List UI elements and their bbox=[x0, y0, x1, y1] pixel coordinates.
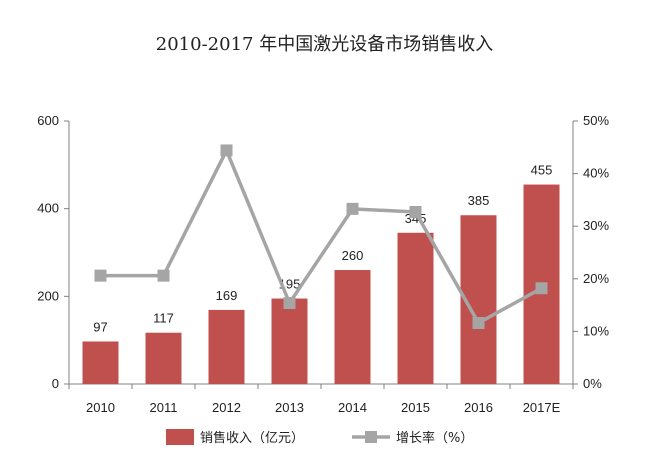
growth-point-2013 bbox=[283, 296, 296, 309]
x-axis-tick-label: 2014 bbox=[338, 400, 367, 415]
bar-label-2011: 117 bbox=[153, 311, 174, 326]
legend-bar-swatch bbox=[166, 429, 194, 445]
growth-point-2015 bbox=[409, 205, 422, 218]
bar-2013 bbox=[271, 298, 308, 384]
bar-2011 bbox=[145, 332, 182, 384]
x-axis-tick-label: 2015 bbox=[401, 400, 430, 415]
right-axis-tick-label: 10% bbox=[583, 323, 609, 338]
axes: 0 200 400 600 0% 10% 20% 30% 40% 50% 2010 2011 2012 2… bbox=[37, 113, 609, 415]
right-axis-tick-label: 30% bbox=[583, 218, 609, 233]
right-axis-tick-label: 0% bbox=[583, 376, 602, 391]
left-axis-tick-label: 600 bbox=[37, 113, 59, 128]
x-axis-tick-label: 2011 bbox=[150, 400, 178, 415]
right-axis-tick-label: 40% bbox=[583, 166, 609, 181]
bar-label-2012: 169 bbox=[216, 288, 238, 303]
bar-label-2017E: 455 bbox=[531, 163, 553, 178]
x-axis-tick-label: 2012 bbox=[212, 400, 241, 415]
left-axis-tick-label: 200 bbox=[37, 288, 59, 303]
bar-2014 bbox=[334, 270, 371, 384]
x-axis-tick-label: 2017E bbox=[523, 400, 561, 415]
right-axis-tick-label: 20% bbox=[583, 271, 609, 286]
line-series bbox=[94, 144, 548, 329]
legend-line-label: 增长率（%） bbox=[396, 430, 473, 446]
bar-series bbox=[82, 184, 560, 384]
growth-point-2014 bbox=[346, 202, 359, 215]
growth-point-2012 bbox=[220, 144, 233, 157]
growth-rate-line bbox=[100, 148, 543, 325]
bar-2010 bbox=[82, 341, 119, 384]
x-axis-tick-label: 2013 bbox=[275, 400, 304, 415]
legend: 销售收入（亿元） 增长率（%） bbox=[166, 429, 473, 446]
growth-point-2010 bbox=[94, 269, 107, 282]
growth-point-2017E bbox=[535, 282, 548, 295]
growth-point-2011 bbox=[157, 269, 170, 282]
x-axis-tick-label: 2016 bbox=[464, 400, 493, 415]
left-axis-tick-label: 400 bbox=[37, 201, 59, 216]
bar-label-2014: 260 bbox=[342, 248, 364, 263]
growth-point-2016 bbox=[472, 316, 485, 329]
right-axis-tick-label: 50% bbox=[583, 113, 609, 128]
chart-title: 2010-2017 年中国激光设备市场销售收入 bbox=[155, 34, 494, 55]
legend-bar-label: 销售收入（亿元） bbox=[200, 430, 304, 446]
left-axis-tick-label: 0 bbox=[52, 376, 59, 391]
bar-2015 bbox=[397, 232, 434, 384]
bar-label-2016: 385 bbox=[468, 193, 490, 208]
bar-label-2010: 97 bbox=[93, 319, 107, 334]
legend-line-marker bbox=[365, 431, 377, 443]
x-axis-tick-label: 2010 bbox=[86, 400, 115, 415]
bar-2012 bbox=[208, 309, 245, 384]
